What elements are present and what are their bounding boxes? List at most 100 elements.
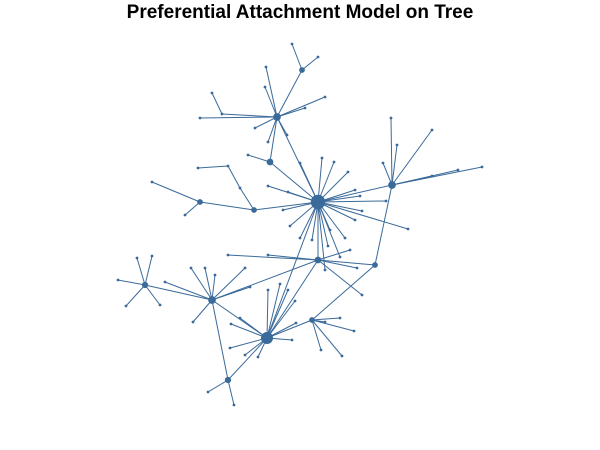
graph-node — [352, 329, 356, 333]
graph-edge — [276, 107, 306, 118]
graph-edge — [229, 337, 268, 349]
graph-node — [430, 174, 434, 178]
graph-edge — [199, 201, 255, 211]
graph-edge — [136, 257, 146, 286]
graph-edge — [317, 201, 409, 230]
graph-edge — [144, 284, 213, 301]
graph-node — [261, 332, 273, 344]
graph-edge — [192, 299, 213, 323]
graph-node — [353, 218, 357, 222]
graph-node — [348, 248, 352, 252]
graph-edge — [266, 201, 319, 339]
graph-edge — [199, 116, 278, 119]
graph-node — [288, 224, 292, 228]
graph-node — [266, 288, 270, 292]
graph-edge — [207, 379, 229, 393]
graph-edge — [266, 283, 281, 339]
graph-node — [163, 280, 167, 284]
graph-edge — [190, 267, 213, 301]
graph-edge — [144, 284, 161, 306]
graph-node — [266, 253, 270, 257]
graph-edge — [311, 319, 343, 357]
graph-edge — [391, 129, 433, 186]
graph-edge — [311, 264, 376, 321]
graph-node — [246, 153, 250, 157]
graph-node — [358, 194, 362, 198]
graph-node — [248, 285, 252, 289]
chart-title: Preferential Attachment Model on Tree — [126, 2, 474, 23]
graph-node — [264, 65, 268, 69]
graph-edge — [317, 249, 351, 261]
graph-edge — [317, 259, 376, 266]
graph-node — [124, 304, 128, 308]
graph-node — [294, 321, 298, 325]
graph-edge — [267, 254, 319, 261]
graph-node — [395, 143, 399, 147]
graph-node — [303, 106, 307, 110]
graph-edge — [276, 96, 326, 118]
graph-edge — [301, 56, 319, 71]
graph-edge — [317, 200, 387, 203]
graph-node — [198, 116, 202, 120]
graph-node — [430, 128, 434, 132]
graph-node — [226, 164, 230, 168]
graph-edge — [117, 279, 146, 286]
graph-edge — [269, 161, 319, 203]
graph-node — [232, 403, 236, 407]
graph-edge — [221, 113, 278, 118]
graph-node — [228, 346, 232, 350]
graph-node — [293, 299, 297, 303]
graph-edge — [227, 379, 235, 406]
graph-node — [183, 213, 187, 217]
graph-edge — [317, 259, 358, 269]
graph-node — [323, 320, 327, 324]
graph-node — [196, 166, 200, 170]
graph-edge — [227, 337, 268, 381]
graph-edge — [247, 154, 271, 163]
graph-node — [338, 316, 342, 320]
graph-node — [224, 376, 232, 384]
graph-edge — [267, 116, 278, 143]
graph-node — [238, 186, 242, 190]
graph-node — [373, 263, 377, 267]
graph-node — [229, 322, 233, 326]
graph-node — [226, 253, 230, 257]
graph-node — [189, 266, 193, 270]
graph-node — [266, 140, 270, 144]
node-layer — [116, 42, 484, 407]
graph-node — [389, 116, 393, 120]
graph-node — [150, 254, 154, 258]
graph-edge — [197, 165, 229, 169]
graph-node — [360, 209, 364, 213]
graph-node — [314, 256, 322, 264]
graph-edge — [151, 181, 201, 203]
graph-edge — [227, 254, 319, 261]
graph-edge — [211, 274, 216, 301]
graph-edge — [311, 319, 322, 351]
graph-edge — [211, 92, 223, 115]
graph-edge — [144, 255, 153, 286]
graph-node — [135, 256, 139, 260]
graph-edge — [266, 289, 289, 339]
graph-edge — [311, 319, 355, 332]
graph-edge — [266, 300, 296, 339]
graph-node — [290, 42, 294, 46]
graph-edge — [254, 116, 278, 129]
graph-edge — [211, 259, 319, 301]
graph-node — [116, 278, 120, 282]
graph-node — [346, 170, 350, 174]
graph-edge — [211, 299, 229, 381]
edge-layer — [117, 43, 483, 406]
graph-node — [290, 338, 294, 342]
graph-edge — [317, 201, 329, 247]
graph-edge — [382, 162, 393, 186]
graph-node — [299, 67, 305, 73]
graph-node — [278, 282, 282, 286]
graph-node — [298, 236, 302, 240]
graph-node — [340, 354, 344, 358]
graph-node — [309, 317, 315, 323]
graph-node — [388, 181, 396, 189]
graph-node — [251, 207, 257, 213]
graph-edge — [265, 66, 278, 118]
